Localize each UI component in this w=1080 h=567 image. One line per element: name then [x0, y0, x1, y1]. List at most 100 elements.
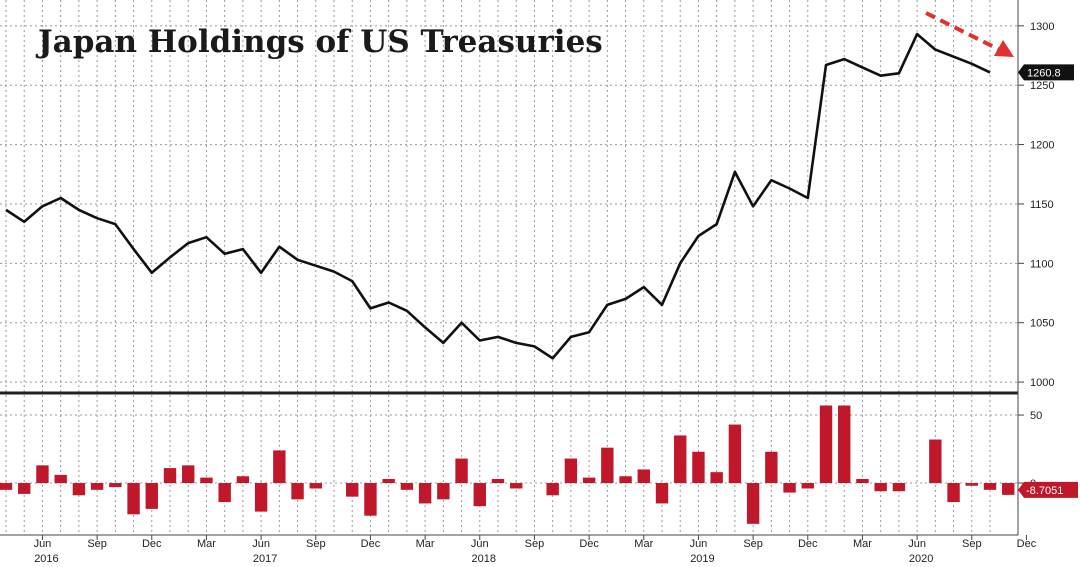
x-month-label: Sep	[962, 538, 982, 550]
last-change-label: -8.7051	[1026, 485, 1063, 497]
x-year-label: 2020	[909, 553, 933, 565]
bars-layer	[0, 405, 1015, 524]
change-bar	[1002, 483, 1015, 495]
change-bar	[90, 483, 104, 490]
change-bar	[236, 476, 250, 484]
trend-arrow-shaft	[925, 11, 1001, 52]
x-month-label: Dec	[579, 538, 599, 550]
change-bar	[874, 483, 887, 492]
y-tick-label: 1100	[1030, 258, 1054, 270]
change-bar	[655, 483, 669, 504]
change-bar	[273, 450, 286, 484]
change-bar	[692, 451, 705, 484]
change-bar	[983, 483, 997, 490]
y-tick-label: 1000	[1030, 377, 1054, 389]
change-bar	[947, 483, 960, 503]
change-bar	[54, 474, 67, 484]
change-bar	[510, 483, 523, 489]
x-month-label: Sep	[306, 538, 326, 550]
x-year-label: 2019	[690, 553, 714, 565]
change-bar	[109, 483, 122, 488]
x-axis-ticks: Jun Sep Dec Mar Jun Sep Dec Mar Jun Sep Dec Mar Jun S…	[34, 535, 1037, 565]
last-change-flag	[1018, 481, 1078, 498]
change-bar	[254, 483, 268, 512]
change-bar	[965, 483, 978, 486]
chart-title: Japan Holdings of US Treasuries	[35, 24, 603, 60]
x-month-label: Mar	[853, 538, 872, 550]
x-month-label: Mar	[634, 538, 653, 550]
change-bar	[72, 483, 86, 496]
change-bar	[200, 477, 213, 484]
line-layer	[5, 32, 991, 360]
change-bar	[291, 483, 304, 500]
change-bar	[746, 483, 760, 524]
change-bar	[491, 478, 505, 484]
change-bar	[218, 483, 231, 503]
trend-arrow-head	[994, 40, 1014, 57]
trend-arrow	[925, 11, 1014, 57]
change-bar	[546, 483, 559, 496]
x-month-label: Dec	[1017, 538, 1037, 550]
x-month-label: Sep	[87, 538, 107, 550]
y-tick-label: 1200	[1030, 140, 1054, 152]
change-bar	[892, 483, 906, 492]
change-bar	[437, 483, 450, 500]
x-year-label: 2016	[34, 553, 58, 565]
change-bar	[765, 451, 778, 484]
change-bar	[801, 483, 814, 489]
change-bar	[182, 465, 195, 484]
change-bar	[400, 483, 414, 490]
change-bar	[364, 483, 377, 516]
change-bar	[783, 483, 796, 493]
y-tick-label: 1050	[1030, 318, 1054, 330]
x-month-label: Mar	[197, 538, 216, 550]
x-month-label: Mar	[416, 538, 435, 550]
change-bar	[601, 447, 614, 484]
change-bar	[145, 483, 158, 509]
change-bar	[674, 435, 687, 484]
last-value-flag	[1018, 64, 1074, 81]
grid-layer	[0, 0, 1018, 535]
x-month-label: Dec	[142, 538, 162, 550]
y-tick-label: 1150	[1030, 199, 1054, 211]
last-value-label: 1260.8	[1027, 67, 1061, 79]
x-month-label: Jun	[252, 538, 270, 550]
change-bar	[710, 472, 723, 484]
x-month-label: Jun	[690, 538, 708, 550]
y-tick-label: 50	[1030, 410, 1042, 422]
change-bar	[637, 469, 650, 484]
change-bar	[455, 458, 468, 484]
change-bar	[473, 483, 486, 507]
change-bar	[929, 439, 942, 484]
x-month-label: Dec	[798, 538, 818, 550]
change-bar	[309, 483, 322, 489]
y-tick-label: 1300	[1030, 21, 1054, 33]
x-month-label: Jun	[34, 538, 52, 550]
change-bar	[418, 483, 432, 504]
y-tick-label: 1250	[1030, 80, 1054, 92]
change-bar	[163, 468, 177, 484]
change-bar	[0, 483, 13, 490]
x-month-label: Sep	[743, 538, 763, 550]
holdings-line	[5, 32, 991, 360]
panel-frame	[0, 0, 1019, 536]
change-bar	[382, 478, 395, 484]
change-bar	[346, 483, 359, 497]
change-bar	[728, 424, 742, 484]
change-bar	[856, 478, 869, 484]
x-month-label: Jun	[908, 538, 926, 550]
x-month-label: Dec	[361, 538, 381, 550]
change-bar	[127, 483, 140, 515]
x-year-label: 2017	[253, 553, 277, 565]
x-year-label: 2018	[472, 553, 496, 565]
change-bar	[564, 458, 578, 484]
y-axis-ticks: 10001050110011501200125013005001260.8-8.…	[1018, 21, 1078, 498]
change-bar	[582, 477, 596, 484]
change-bar	[18, 483, 31, 494]
x-month-label: Sep	[525, 538, 545, 550]
change-bar	[838, 405, 851, 484]
x-month-label: Jun	[471, 538, 489, 550]
change-bar	[819, 405, 833, 484]
change-bar	[619, 476, 632, 484]
